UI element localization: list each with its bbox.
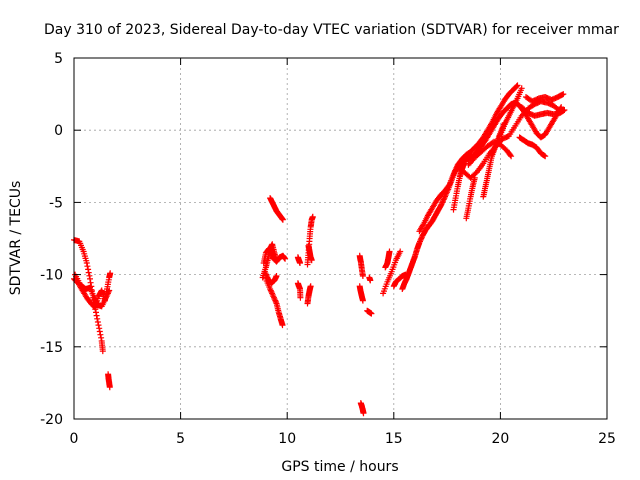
y-axis-label: SDTVAR / TECUs — [8, 181, 24, 296]
y-tick-label: -10 — [40, 268, 63, 284]
data-point-trace — [380, 248, 404, 297]
chart-title: Day 310 of 2023, Sidereal Day-to-day VTE… — [44, 22, 619, 38]
y-tick-label: -20 — [40, 412, 63, 428]
x-tick-label: 20 — [491, 431, 509, 447]
y-tick-label: -15 — [40, 340, 63, 356]
data-point-trace — [261, 268, 280, 287]
x-tick-label: 0 — [70, 431, 79, 447]
data-point-trace — [304, 283, 314, 307]
x-tick-labels: 0 5 10 15 20 25 — [70, 431, 616, 447]
data-point-trace — [366, 274, 374, 284]
data-point-trace — [305, 242, 315, 264]
data-point-trace — [267, 195, 286, 223]
data-point-trace — [516, 134, 549, 160]
data-point-trace — [105, 371, 113, 391]
y-tick-label: 0 — [54, 123, 63, 139]
plot-border — [73, 57, 608, 420]
x-axis-label: GPS time / hours — [281, 459, 398, 475]
x-tick-label: 25 — [598, 431, 616, 447]
data-point-trace — [294, 280, 304, 301]
data-point-trace — [357, 400, 367, 417]
x-tick-label: 15 — [385, 431, 403, 447]
x-tick-label: 5 — [176, 431, 185, 447]
data-point-trace — [294, 254, 303, 266]
data-point-trace — [518, 104, 568, 119]
data-points — [71, 82, 568, 417]
data-point-trace — [488, 85, 525, 157]
data-point-trace — [356, 252, 366, 279]
data-point-trace — [364, 307, 375, 317]
y-tick-labels: -20 -15 -10 -5 0 5 — [40, 51, 63, 428]
y-tick-label: -5 — [49, 195, 63, 211]
data-point-trace — [382, 248, 393, 271]
data-point-trace — [463, 174, 478, 222]
x-tick-label: 10 — [278, 431, 296, 447]
data-point-trace — [356, 283, 366, 304]
axis-ticks — [73, 57, 608, 420]
data-point-trace — [390, 271, 409, 290]
data-point-trace — [523, 91, 567, 105]
y-tick-label: 5 — [54, 51, 63, 67]
